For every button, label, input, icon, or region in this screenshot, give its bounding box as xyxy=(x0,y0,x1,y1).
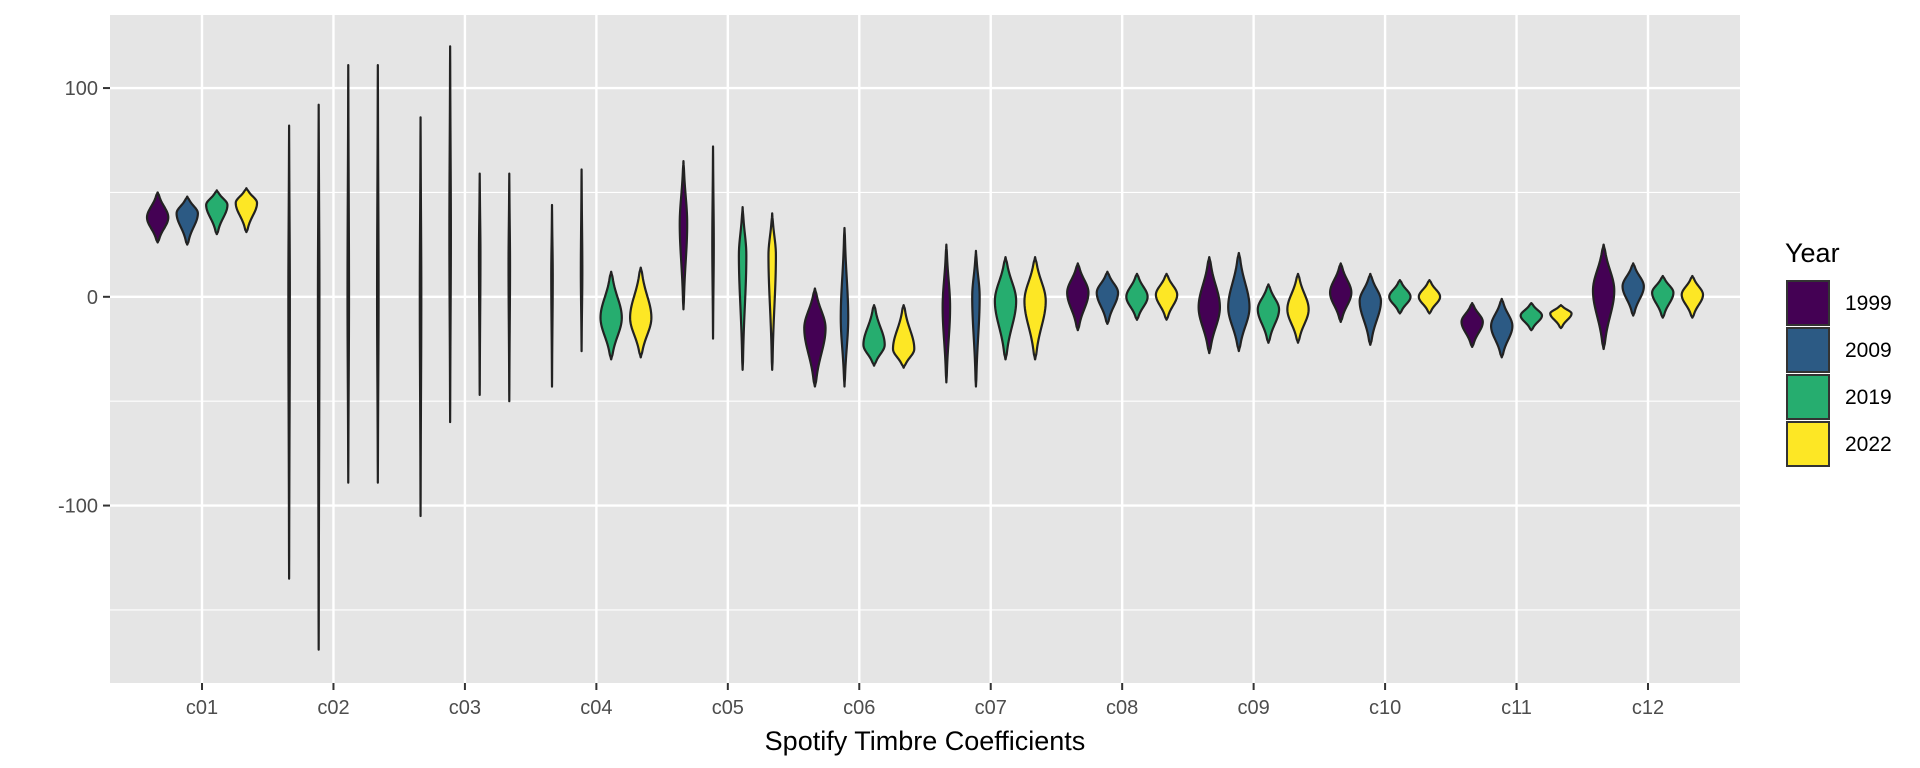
grid-minor xyxy=(110,191,1740,611)
violin-c09-1999 xyxy=(1197,256,1222,355)
violin-c03-2009 xyxy=(448,45,452,424)
x-tick-label: c10 xyxy=(1369,697,1401,719)
violin-c05-2019 xyxy=(737,205,748,371)
legend-label-2022: 2022 xyxy=(1845,433,1892,456)
y-axis: -100 0 100 xyxy=(58,78,110,518)
x-tick-label: c05 xyxy=(712,697,744,719)
legend-label-1999: 1999 xyxy=(1845,292,1892,315)
x-tick-label: c07 xyxy=(975,697,1007,719)
legend-key-2009 xyxy=(1786,327,1830,373)
violin-c12-2022 xyxy=(1680,274,1705,319)
violin-c03-2019 xyxy=(477,172,482,397)
x-tick-label: c02 xyxy=(317,697,349,719)
violin-c01-2019 xyxy=(205,189,229,236)
violin-c10-1999 xyxy=(1328,262,1353,323)
violin-c08-2022 xyxy=(1154,272,1179,321)
violin-c12-2019 xyxy=(1651,274,1675,319)
violin-c10-2019 xyxy=(1388,279,1412,315)
violin-c07-2009 xyxy=(971,249,981,388)
violin-c01-2009 xyxy=(175,195,199,246)
violin-c08-2019 xyxy=(1125,272,1149,321)
violin-c05-1999 xyxy=(678,160,689,311)
legend-title: Year xyxy=(1785,238,1840,268)
violin-c04-2019 xyxy=(599,270,623,361)
violin-c04-1999 xyxy=(550,203,554,388)
violin-c12-2009 xyxy=(1621,262,1645,317)
violin-c07-1999 xyxy=(941,243,952,384)
x-tick-label: c04 xyxy=(580,697,612,719)
y-tick-label: -100 xyxy=(58,496,98,518)
violin-c06-2019 xyxy=(862,304,886,367)
violin-c06-2009 xyxy=(839,226,850,388)
violin-c02-2019 xyxy=(346,63,351,484)
violin-c03-1999 xyxy=(418,116,423,518)
x-axis: c01 c02 c03 c04 c05 c06 c07 c08 c09 c10 c11 c12 xyxy=(186,683,1664,719)
violin-c11-2019 xyxy=(1519,301,1544,332)
grid-major xyxy=(110,15,1740,683)
violin-c02-1999 xyxy=(287,124,291,580)
violin-c09-2022 xyxy=(1286,272,1310,344)
violin-c11-1999 xyxy=(1460,301,1484,349)
violin-c06-1999 xyxy=(803,287,827,388)
x-tick-label: c03 xyxy=(449,697,481,719)
x-tick-label: c06 xyxy=(843,697,875,719)
legend: Year 1999 2009 2019 2022 xyxy=(1785,238,1892,467)
violin-c11-2022 xyxy=(1549,304,1573,330)
violin-c05-2009 xyxy=(711,145,715,340)
violin-c04-2009 xyxy=(579,168,584,353)
violin-c04-2022 xyxy=(628,266,653,359)
y-tick-label: 100 xyxy=(65,78,98,100)
violin-c10-2009 xyxy=(1358,272,1383,346)
legend-key-1999 xyxy=(1786,280,1830,326)
x-tick-label: c01 xyxy=(186,697,218,719)
legend-key-2019 xyxy=(1786,374,1830,420)
x-axis-title: Spotify Timbre Coefficients xyxy=(765,726,1086,756)
violin-c01-1999 xyxy=(145,191,170,244)
violin-c08-2009 xyxy=(1095,270,1120,326)
violin-c10-2022 xyxy=(1417,279,1442,315)
legend-key-2022 xyxy=(1786,421,1830,467)
violin-c01-2022 xyxy=(234,187,259,234)
y-tick-label: 0 xyxy=(87,287,98,309)
legend-label-2009: 2009 xyxy=(1845,339,1892,362)
violin-c07-2022 xyxy=(1023,256,1047,361)
plot-panel xyxy=(110,15,1740,683)
violin-c09-2019 xyxy=(1256,283,1281,344)
x-tick-label: c11 xyxy=(1501,697,1532,719)
legend-label-2019: 2019 xyxy=(1845,386,1892,409)
x-tick-label: c12 xyxy=(1632,697,1664,719)
violin-c02-2009 xyxy=(316,103,321,651)
violins xyxy=(145,45,1705,651)
violin-c02-2022 xyxy=(375,63,380,484)
violin-c05-2022 xyxy=(767,212,778,371)
violin-c09-2009 xyxy=(1227,251,1251,353)
violin-c07-2019 xyxy=(993,256,1018,361)
violin-c11-2009 xyxy=(1490,297,1514,359)
violin-c03-2022 xyxy=(507,172,512,403)
x-tick-label: c08 xyxy=(1106,697,1138,719)
violin-c12-1999 xyxy=(1591,243,1616,351)
x-tick-label: c09 xyxy=(1238,697,1270,719)
violin-c08-1999 xyxy=(1066,262,1090,332)
violin-c06-2022 xyxy=(891,304,916,369)
